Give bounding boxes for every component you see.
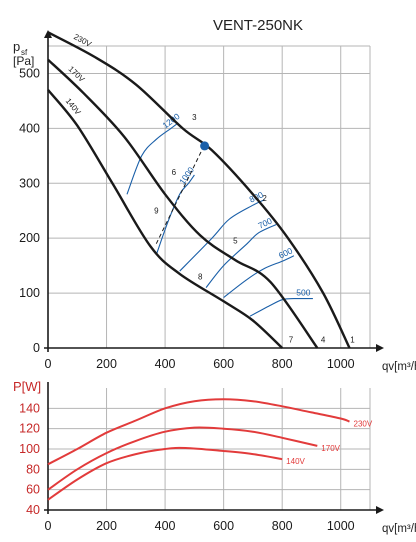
fan-curve-label: 170V <box>66 64 86 84</box>
x-tick-label: 600 <box>213 357 234 371</box>
power-y-axis-label: P[W] <box>13 379 41 394</box>
power-x-tick-label: 200 <box>96 519 117 533</box>
resistance-curve-label: 600 <box>277 245 294 260</box>
fan-curve-140v <box>47 89 284 349</box>
chart-title: VENT-250NK <box>213 17 303 34</box>
resistance-curve-label: 500 <box>296 288 310 298</box>
x-axis-label: qv[m³/h] <box>382 361 416 373</box>
power-curve-label: 140V <box>286 457 305 466</box>
power-x-axis-arrow <box>376 506 384 514</box>
power-y-tick-label: 80 <box>26 462 40 476</box>
power-y-tick-label: 100 <box>19 442 40 456</box>
system-duct-line <box>155 147 204 244</box>
power-curve-label: 230V <box>354 420 373 429</box>
power-curve-label: 170V <box>321 444 340 453</box>
resistance-curve-1200 <box>126 122 179 195</box>
power-y-tick-label: 140 <box>19 401 40 415</box>
power-curve-140v <box>47 446 283 501</box>
resistance-curve-700 <box>205 223 277 288</box>
x-tick-label: 1000 <box>327 357 355 371</box>
x-axis-arrow <box>376 344 384 352</box>
power-x-tick-label: 600 <box>213 519 234 533</box>
resistance-curve-800 <box>179 199 265 272</box>
point-label: 1 <box>350 336 355 345</box>
y-axis-arrow <box>44 30 52 38</box>
resistance-curve-500 <box>249 297 313 317</box>
x-tick-label: 800 <box>272 357 293 371</box>
point-label: 4 <box>321 336 326 345</box>
point-label: 2 <box>262 194 267 203</box>
x-tick-label: 400 <box>155 357 176 371</box>
y-tick-label: 300 <box>19 176 40 190</box>
point-label: 6 <box>172 168 177 177</box>
y-axis-label-subscript: sf <box>21 48 28 57</box>
resistance-curve-1000 <box>155 174 195 255</box>
y-tick-label: 400 <box>19 121 40 135</box>
power-x-tick-label: 800 <box>272 519 293 533</box>
y-tick-label: 200 <box>19 231 40 245</box>
power-x-tick-label: 0 <box>45 519 52 533</box>
operating-point <box>200 141 210 151</box>
power-curve-170v <box>47 426 318 491</box>
x-tick-label: 200 <box>96 357 117 371</box>
power-y-tick-label: 120 <box>19 422 40 436</box>
point-label: 3 <box>192 113 197 122</box>
y-tick-label: 0 <box>33 341 40 355</box>
fan-curve-230v <box>47 31 351 349</box>
x-tick-label: 0 <box>45 357 52 371</box>
power-x-tick-label: 400 <box>155 519 176 533</box>
y-tick-label: 500 <box>19 66 40 80</box>
power-y-tick-label: 60 <box>26 483 40 497</box>
power-x-axis-label: qv[m³/h] <box>382 523 416 535</box>
point-label: 7 <box>289 336 294 345</box>
point-label: 8 <box>198 272 203 281</box>
resistance-curve-600 <box>223 255 295 298</box>
fan-curve-170v <box>47 58 319 349</box>
power-curve-230v <box>47 398 350 466</box>
y-tick-label: 100 <box>19 286 40 300</box>
y-axis-label: p <box>13 39 20 54</box>
y-axis-unit: [Pa] <box>13 54 34 68</box>
point-label: 5 <box>233 237 238 246</box>
fan-curve-label: 140V <box>64 97 83 118</box>
power-y-tick-label: 40 <box>26 503 40 517</box>
power-x-tick-label: 1000 <box>327 519 355 533</box>
point-label: 9 <box>154 206 159 215</box>
